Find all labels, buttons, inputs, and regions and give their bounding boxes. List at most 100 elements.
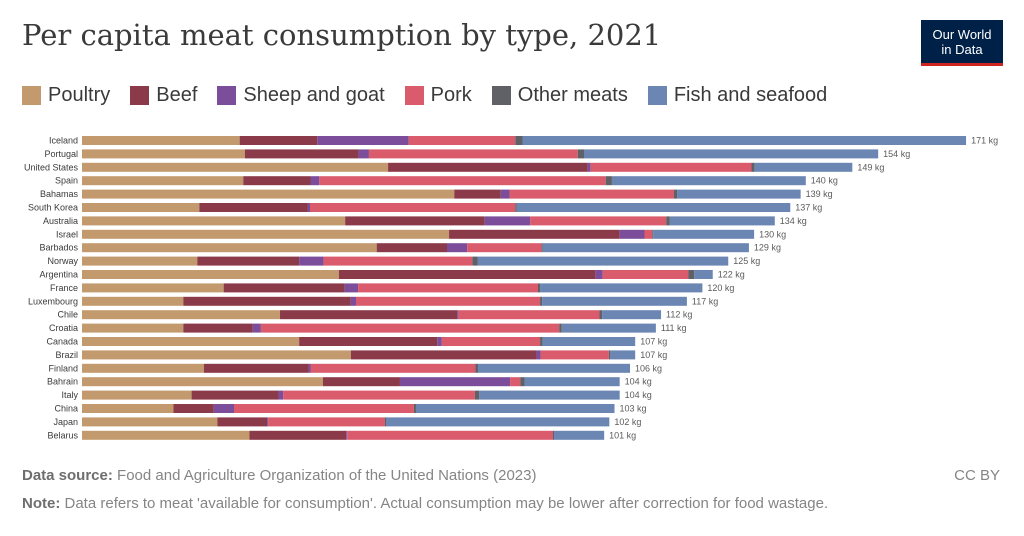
bar-segment[interactable] xyxy=(82,350,351,360)
bar-segment[interactable] xyxy=(278,390,284,400)
bar-segment[interactable] xyxy=(542,337,636,346)
bar-segment[interactable] xyxy=(666,216,670,226)
bar-segment[interactable] xyxy=(307,203,310,212)
bar-segment[interactable] xyxy=(346,430,348,440)
legend-item-sheep-and-goat[interactable]: Sheep and goat xyxy=(217,84,385,107)
bar-segment[interactable] xyxy=(457,310,459,320)
bar-segment[interactable] xyxy=(283,390,475,400)
bar-segment[interactable] xyxy=(268,417,385,427)
bar-segment[interactable] xyxy=(322,377,400,387)
bar-segment[interactable] xyxy=(217,417,268,427)
bar-segment[interactable] xyxy=(82,377,323,387)
bar-segment[interactable] xyxy=(82,404,174,413)
legend-item-poultry[interactable]: Poultry xyxy=(22,84,110,107)
bar-segment[interactable] xyxy=(183,296,351,306)
bar-segment[interactable] xyxy=(267,417,269,427)
bar-segment[interactable] xyxy=(280,310,458,320)
bar-segment[interactable] xyxy=(82,189,455,199)
bar-segment[interactable] xyxy=(584,149,879,159)
bar-segment[interactable] xyxy=(754,162,853,172)
bar-segment[interactable] xyxy=(652,229,654,239)
license-label[interactable]: CC BY xyxy=(954,467,1000,484)
bar-segment[interactable] xyxy=(540,283,703,293)
bar-segment[interactable] xyxy=(358,283,538,293)
bar-segment[interactable] xyxy=(388,162,588,172)
bar-segment[interactable] xyxy=(309,203,516,212)
bar-segment[interactable] xyxy=(249,430,347,440)
bar-segment[interactable] xyxy=(310,176,320,186)
bar-segment[interactable] xyxy=(223,283,345,293)
bar-segment[interactable] xyxy=(536,350,541,360)
bar-segment[interactable] xyxy=(479,390,620,400)
bar-segment[interactable] xyxy=(260,323,560,333)
bar-segment[interactable] xyxy=(82,243,377,253)
bar-segment[interactable] xyxy=(515,203,517,212)
bar-segment[interactable] xyxy=(350,350,537,360)
bar-segment[interactable] xyxy=(368,149,578,159)
bar-segment[interactable] xyxy=(345,216,485,226)
bar-segment[interactable] xyxy=(338,270,596,279)
bar-segment[interactable] xyxy=(590,162,752,172)
bar-segment[interactable] xyxy=(82,229,450,239)
bar-segment[interactable] xyxy=(509,189,674,199)
legend-item-pork[interactable]: Pork xyxy=(404,84,472,107)
bar-segment[interactable] xyxy=(587,162,591,172)
bar-segment[interactable] xyxy=(554,430,605,440)
bar-segment[interactable] xyxy=(82,417,218,427)
bar-segment[interactable] xyxy=(347,430,553,440)
bar-segment[interactable] xyxy=(319,176,606,186)
bar-segment[interactable] xyxy=(82,216,346,226)
bar-segment[interactable] xyxy=(82,136,240,145)
bar-segment[interactable] xyxy=(540,350,609,360)
bar-segment[interactable] xyxy=(561,323,656,333)
bar-segment[interactable] xyxy=(191,390,279,400)
bar-segment[interactable] xyxy=(310,363,476,373)
legend-item-other-meats[interactable]: Other meats xyxy=(491,84,628,107)
bar-segment[interactable] xyxy=(552,430,555,440)
bar-segment[interactable] xyxy=(441,337,541,346)
bar-segment[interactable] xyxy=(204,363,309,373)
bar-segment[interactable] xyxy=(358,149,369,159)
bar-segment[interactable] xyxy=(82,430,250,440)
bar-segment[interactable] xyxy=(541,243,543,253)
bar-segment[interactable] xyxy=(595,270,603,279)
bar-segment[interactable] xyxy=(542,243,749,253)
bar-segment[interactable] xyxy=(449,229,620,239)
bar-segment[interactable] xyxy=(510,377,521,387)
bar-segment[interactable] xyxy=(472,256,478,266)
bar-segment[interactable] xyxy=(308,363,311,373)
bar-segment[interactable] xyxy=(415,404,615,413)
bar-segment[interactable] xyxy=(577,149,585,159)
bar-segment[interactable] xyxy=(239,136,318,145)
bar-segment[interactable] xyxy=(644,229,653,239)
bar-segment[interactable] xyxy=(317,136,409,145)
bar-segment[interactable] xyxy=(447,243,468,253)
bar-segment[interactable] xyxy=(608,350,611,360)
bar-segment[interactable] xyxy=(344,283,359,293)
legend-item-fish-and-seafood[interactable]: Fish and seafood xyxy=(647,84,827,107)
bar-segment[interactable] xyxy=(323,256,473,266)
bar-segment[interactable] xyxy=(82,270,339,279)
bar-segment[interactable] xyxy=(82,363,205,373)
bar-segment[interactable] xyxy=(376,243,448,253)
bar-segment[interactable] xyxy=(516,203,791,212)
bar-segment[interactable] xyxy=(694,270,713,279)
bar-segment[interactable] xyxy=(677,189,801,199)
bar-segment[interactable] xyxy=(82,390,192,400)
bar-segment[interactable] xyxy=(82,337,300,346)
bar-segment[interactable] xyxy=(611,176,806,186)
bar-segment[interactable] xyxy=(520,377,525,387)
bar-segment[interactable] xyxy=(458,310,600,320)
bar-segment[interactable] xyxy=(619,229,645,239)
bar-segment[interactable] xyxy=(669,216,775,226)
bar-segment[interactable] xyxy=(599,310,603,320)
bar-segment[interactable] xyxy=(82,256,198,266)
bar-segment[interactable] xyxy=(515,136,523,145)
bar-segment[interactable] xyxy=(559,323,562,333)
bar-segment[interactable] xyxy=(82,283,224,293)
bar-segment[interactable] xyxy=(673,189,678,199)
bar-segment[interactable] xyxy=(82,176,244,186)
bar-segment[interactable] xyxy=(484,216,531,226)
bar-segment[interactable] xyxy=(653,229,755,239)
bar-segment[interactable] xyxy=(542,296,687,306)
